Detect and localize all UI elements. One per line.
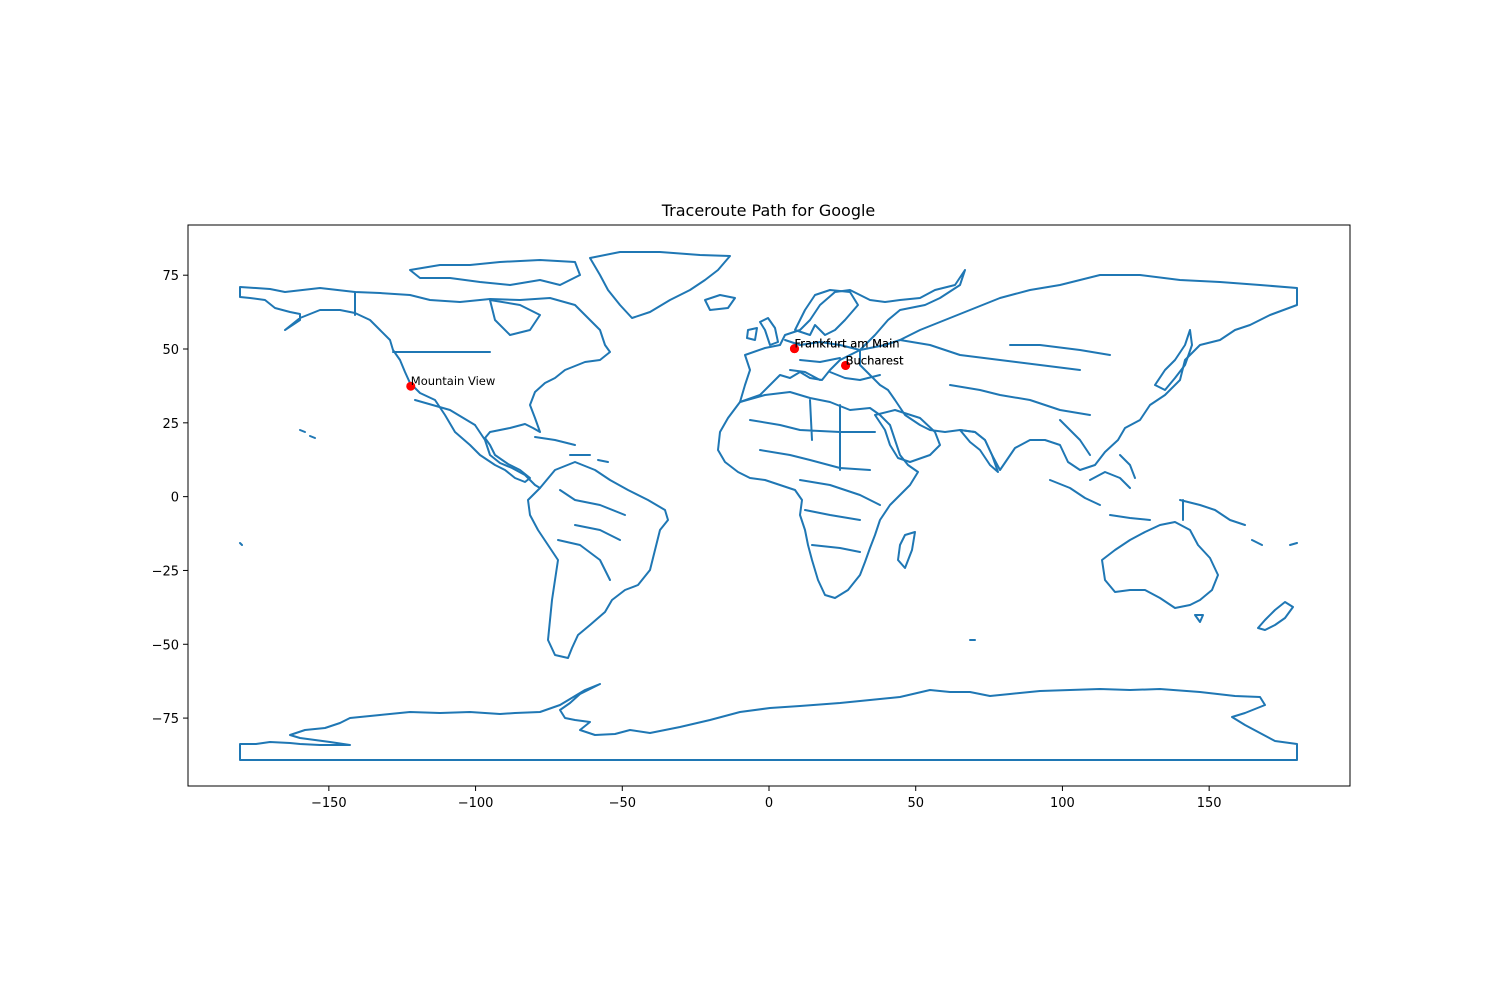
southeast-asia-islands-outline [1049,454,1246,526]
africa-borders [749,399,881,553]
traceroute-hop-label: Frankfurt am Main [794,337,899,351]
south-america-outline [527,461,669,659]
asia-borders [899,339,1111,456]
traceroute-hop-marker [406,381,416,391]
japan-outline [1154,329,1193,391]
x-tick-label: 100 [1050,796,1075,811]
india-outline [959,429,999,473]
iceland-outline [704,294,736,311]
greenland-outline [589,251,731,319]
y-axis-ticks: −75 −50 −25 0 25 50 75 [152,269,188,727]
traceroute-hop-marker [789,344,799,354]
africa-outline [717,391,919,599]
north-america-outline [239,286,611,483]
scandinavia-outline [794,289,859,336]
world-basemap [239,251,1298,761]
y-tick-label: 25 [162,417,179,432]
x-tick-label: −150 [311,796,347,811]
y-tick-label: −50 [152,638,179,653]
chart-title: Traceroute Path for Google [661,201,876,220]
new-zealand-outline [1257,601,1294,631]
pacific-islands-outline [239,539,1298,641]
hawaii-outline [299,429,316,439]
y-tick-label: 0 [171,491,179,506]
x-tick-label: −100 [458,796,494,811]
tasmania-outline [1194,614,1204,623]
x-tick-label: −50 [609,796,636,811]
us-mexico-border [414,399,476,426]
x-tick-label: 150 [1197,796,1222,811]
antarctica-outline [239,683,1298,761]
traceroute-hop-label: Bucharest [846,353,904,367]
canadian-archipelago-outline [409,259,581,336]
traceroute-hop-label: Bucharest [846,353,904,367]
australia-outline [1101,521,1219,609]
europe-outline [739,269,966,403]
traceroute-hop-label: Frankfurt am Main [794,337,899,351]
x-tick-label: 50 [907,796,924,811]
y-tick-label: −25 [152,564,179,579]
south-america-borders [557,489,626,581]
madagascar-outline [897,531,916,569]
y-tick-label: 75 [162,269,179,284]
x-axis-ticks: −150 −100 −50 0 50 100 150 [311,786,1222,811]
traceroute-hop-marker [841,360,851,370]
y-tick-label: −75 [152,712,179,727]
europe-borders [784,339,881,381]
central-america-outline [474,424,541,489]
y-tick-label: 50 [162,343,179,358]
x-tick-label: 0 [765,796,773,811]
caribbean-islands-outline [534,436,609,463]
arabia-outline [874,409,941,463]
traceroute-hop-label: Mountain View [411,374,496,388]
british-isles-outline [746,317,779,346]
